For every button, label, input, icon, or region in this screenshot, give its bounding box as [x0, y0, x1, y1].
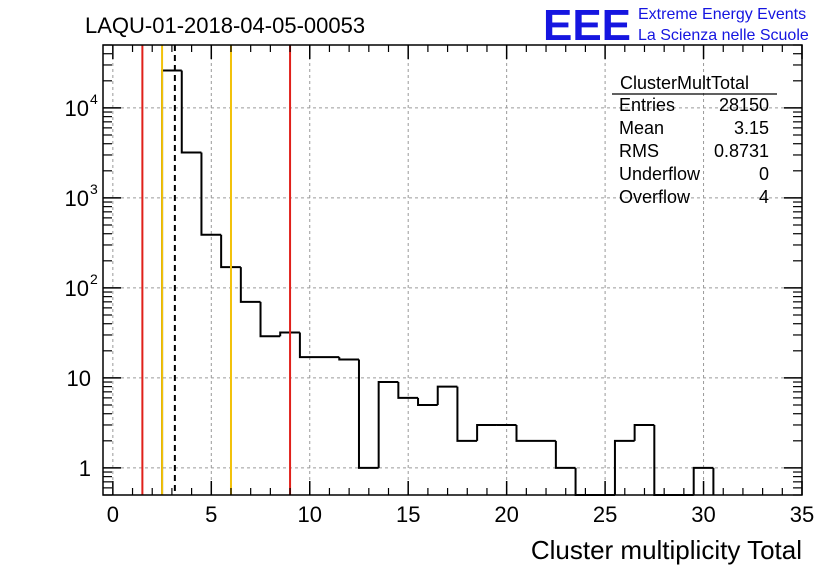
x-tick-label: 25	[593, 502, 617, 527]
grid-layer	[103, 45, 802, 495]
y-tick-label: 10	[65, 96, 89, 121]
stats-label: Mean	[619, 118, 664, 138]
stats-value: 4	[759, 187, 769, 207]
hist-bar	[635, 425, 655, 495]
x-tick-label: 15	[396, 502, 420, 527]
y-tick-label: 10	[65, 276, 89, 301]
y-tick-exponent: 4	[90, 91, 98, 107]
stats-label: Entries	[619, 95, 675, 115]
logo-line-2: La Scienza nelle Scuole	[638, 27, 809, 44]
stats-value: 0	[759, 164, 769, 184]
stats-title: ClusterMultTotal	[620, 73, 749, 93]
hist-bar	[320, 357, 340, 495]
hist-bar	[477, 425, 497, 495]
x-tick-label: 30	[691, 502, 715, 527]
y-tick-exponent: 3	[90, 181, 98, 197]
y-tick-exponent: 2	[90, 271, 98, 287]
stats-label: Overflow	[619, 187, 691, 207]
logo-line-1: Extreme Energy Events	[638, 6, 806, 23]
hist-bar	[457, 441, 477, 495]
x-tick-label: 35	[790, 502, 814, 527]
logo-mark: EEE	[543, 1, 631, 50]
y-tick-label: 1	[79, 456, 91, 481]
stats-value: 28150	[719, 95, 769, 115]
hist-bar	[418, 405, 438, 495]
stats-value: 0.8731	[714, 141, 769, 161]
hist-bar	[536, 441, 556, 495]
hist-bar	[339, 360, 359, 495]
stats-label: Underflow	[619, 164, 701, 184]
stats-box: ClusterMultTotal Entries 28150 Mean 3.15 RMS…	[612, 73, 777, 207]
hist-bar	[182, 152, 202, 495]
plot-frame	[102, 44, 803, 496]
x-tick-label: 0	[107, 502, 119, 527]
stats-rows: Entries 28150 Mean 3.15 RMS 0.8731 Underflow 0 O…	[619, 95, 769, 207]
hist-bar	[162, 71, 182, 495]
stats-value: 3.15	[734, 118, 769, 138]
hist-bar	[379, 382, 399, 495]
eee-logo: EEE Extreme Energy Events La Scienza nel…	[543, 1, 809, 50]
y-tick-label: 10	[67, 366, 91, 391]
x-tick-label: 5	[205, 502, 217, 527]
y-tick-label: 10	[65, 186, 89, 211]
hist-bar	[438, 387, 458, 495]
stats-label: RMS	[619, 141, 659, 161]
x-axis-label: Cluster multiplicity Total	[531, 535, 802, 565]
marker-lines	[141, 45, 292, 495]
hist-bar	[241, 302, 261, 495]
chart-title: LAQU-01-2018-04-05-00053	[85, 13, 365, 38]
x-tick-label: 10	[298, 502, 322, 527]
hist-bar	[261, 336, 281, 495]
x-tick-label: 20	[494, 502, 518, 527]
